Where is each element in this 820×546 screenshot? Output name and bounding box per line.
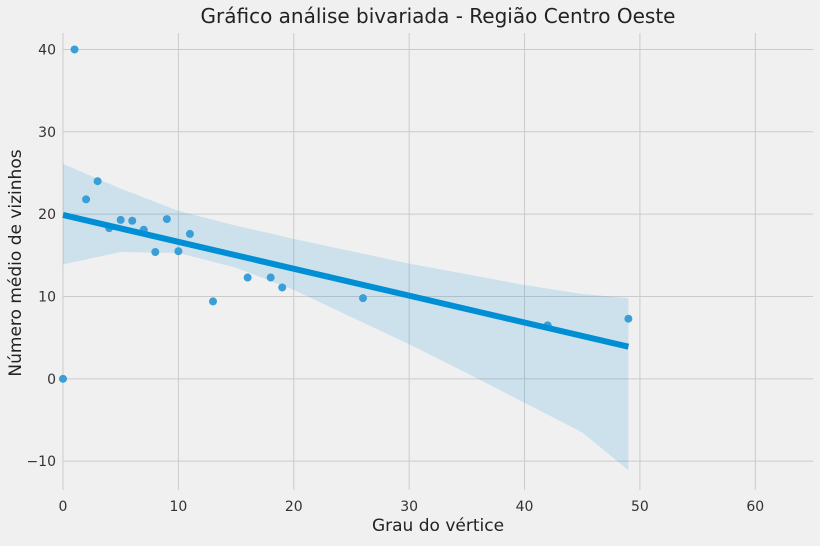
data-point: [185, 229, 194, 238]
grid: [62, 33, 813, 490]
data-point: [128, 216, 137, 225]
x-tick-label: 10: [169, 499, 187, 515]
x-tick-label: 30: [400, 499, 418, 515]
regression-line-group: [62, 212, 630, 350]
confidence-band: [63, 163, 629, 471]
tick-labels: 0 10 20 30 40 50 60 −10 0 10 20 30 40: [26, 42, 764, 515]
confidence-band-area: [63, 163, 629, 471]
data-point: [278, 283, 287, 292]
data-point: [209, 297, 217, 306]
x-tick-label: 50: [631, 499, 649, 515]
x-tick-label: 0: [59, 499, 68, 515]
x-tick-label: 20: [285, 499, 303, 515]
y-tick-label: 40: [38, 42, 56, 58]
data-point: [116, 215, 125, 224]
regression-line: [62, 212, 630, 350]
x-axis-label: Grau do vértice: [372, 516, 504, 536]
data-point: [624, 314, 633, 323]
y-tick-label: 20: [38, 207, 56, 223]
data-point: [359, 294, 367, 303]
data-point: [174, 247, 183, 256]
data-point: [59, 374, 67, 383]
data-point: [82, 195, 91, 204]
y-axis-label: Número médio de vizinhos: [6, 149, 26, 376]
data-point: [162, 215, 171, 224]
y-tick-label: 0: [47, 372, 56, 388]
chart-title: Gráfico análise bivariada - Região Centr…: [201, 4, 676, 28]
y-tick-label: 10: [38, 289, 56, 305]
x-tick-label: 40: [516, 499, 534, 515]
y-tick-label: −10: [26, 454, 56, 470]
data-point: [151, 248, 160, 257]
data-point: [93, 177, 102, 186]
y-tick-label: 30: [38, 125, 56, 141]
data-point: [243, 273, 252, 282]
data-point: [266, 273, 275, 282]
data-point: [70, 45, 79, 54]
x-tick-label: 60: [746, 499, 764, 515]
